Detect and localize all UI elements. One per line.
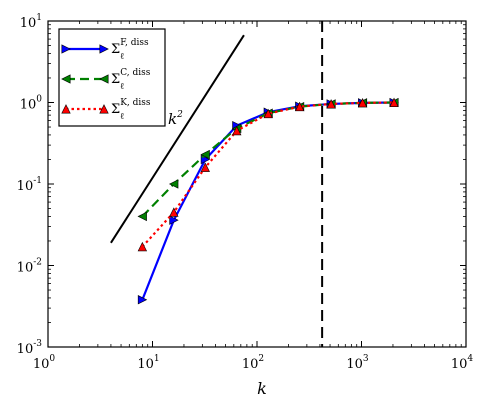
x-tick-label-base: 10 bbox=[33, 357, 50, 372]
legend-label-superscript: C, diss bbox=[120, 68, 151, 78]
data-point bbox=[389, 97, 399, 107]
legend-item: ΣC, diss ℓ bbox=[61, 68, 151, 92]
y-tick-label: 10-2 bbox=[17, 258, 42, 276]
reference-line-label: k2 bbox=[168, 110, 183, 128]
y-tick-label-exponent: 0 bbox=[36, 95, 42, 105]
data-point bbox=[200, 149, 210, 160]
y-tick-label-base: 10 bbox=[17, 261, 34, 276]
y-tick-label: 100 bbox=[20, 95, 43, 113]
y-tick-label-base: 10 bbox=[17, 179, 34, 194]
x-tick-label-exponent: 4 bbox=[467, 354, 473, 364]
legend-item: ΣF, diss ℓ bbox=[61, 38, 149, 62]
legend-marker bbox=[61, 104, 71, 114]
data-point bbox=[200, 162, 210, 172]
legend-item: ΣK, diss ℓ bbox=[61, 98, 151, 122]
data-point bbox=[294, 101, 305, 112]
legend-label: ΣC, diss ℓ bbox=[111, 68, 151, 92]
data-point bbox=[137, 295, 148, 305]
x-tick-label: 103 bbox=[346, 354, 369, 372]
y-tick-label-exponent: 1 bbox=[36, 13, 42, 23]
data-point bbox=[137, 241, 148, 252]
x-tick-label-exponent: 2 bbox=[258, 354, 264, 364]
y-tick-label-exponent: -1 bbox=[33, 176, 42, 186]
legend-marker bbox=[99, 44, 109, 54]
x-tick-label-exponent: 3 bbox=[363, 354, 369, 364]
series-1 bbox=[137, 97, 399, 305]
legend-label-base: Σ bbox=[111, 42, 120, 57]
data-point bbox=[137, 211, 147, 222]
reference-line-label-exponent: 2 bbox=[176, 110, 183, 120]
legend-frame bbox=[58, 28, 166, 127]
plot-area bbox=[110, 21, 399, 347]
y-tick-label: 101 bbox=[20, 13, 42, 31]
series-line bbox=[141, 101, 395, 301]
legend-label-superscript: K, diss bbox=[120, 98, 151, 108]
legend-label-subscript: ℓ bbox=[120, 82, 124, 92]
legend-marker bbox=[99, 74, 109, 84]
legend-marker bbox=[61, 44, 71, 54]
x-tick-label: 102 bbox=[242, 354, 264, 372]
x-tick-label-base: 10 bbox=[451, 357, 468, 372]
data-point bbox=[232, 125, 242, 136]
x-tick-label-base: 10 bbox=[137, 357, 154, 372]
y-tick-label-base: 10 bbox=[17, 342, 34, 357]
legend-marker bbox=[61, 74, 71, 84]
series-3 bbox=[137, 97, 399, 252]
data-point bbox=[169, 215, 179, 225]
legend-label-subscript: ℓ bbox=[120, 112, 124, 122]
data-point bbox=[168, 179, 179, 189]
x-tick-label: 100 bbox=[33, 354, 56, 372]
series-line bbox=[141, 101, 395, 248]
x-tick-label-exponent: 0 bbox=[49, 354, 55, 364]
series-line bbox=[141, 101, 395, 218]
reference-line-label-base: k bbox=[168, 110, 177, 128]
legend-label: ΣK, diss ℓ bbox=[111, 98, 151, 122]
y-tick-label-base: 10 bbox=[20, 16, 37, 31]
x-tick-label: 104 bbox=[451, 354, 474, 372]
legend-marker bbox=[99, 104, 109, 114]
x-tick-label-base: 10 bbox=[346, 357, 363, 372]
y-tick-label: 10-1 bbox=[17, 176, 42, 194]
y-tick-label-exponent: -2 bbox=[33, 258, 42, 268]
data-point bbox=[326, 99, 336, 109]
reference-line bbox=[110, 34, 245, 244]
legend-label-superscript: F, diss bbox=[120, 38, 149, 48]
legend-label-base: Σ bbox=[111, 72, 120, 87]
x-axis-label: k bbox=[257, 379, 267, 398]
legend-label: ΣF, diss ℓ bbox=[111, 38, 149, 62]
y-tick-label-exponent: -3 bbox=[33, 339, 42, 349]
legend-label-base: Σ bbox=[111, 102, 120, 117]
y-tick-label-base: 10 bbox=[20, 98, 37, 113]
legend-label-subscript: ℓ bbox=[120, 52, 124, 62]
x-tick-label: 101 bbox=[137, 354, 159, 372]
data-point bbox=[263, 108, 273, 119]
data-point bbox=[169, 207, 179, 217]
x-tick-label-exponent: 1 bbox=[154, 354, 160, 364]
data-point bbox=[357, 97, 368, 108]
legend: ΣF, diss ℓΣC, diss ℓΣK, diss ℓ bbox=[58, 28, 166, 127]
y-tick-label: 10-3 bbox=[17, 339, 43, 357]
x-tick-label-base: 10 bbox=[242, 357, 259, 372]
